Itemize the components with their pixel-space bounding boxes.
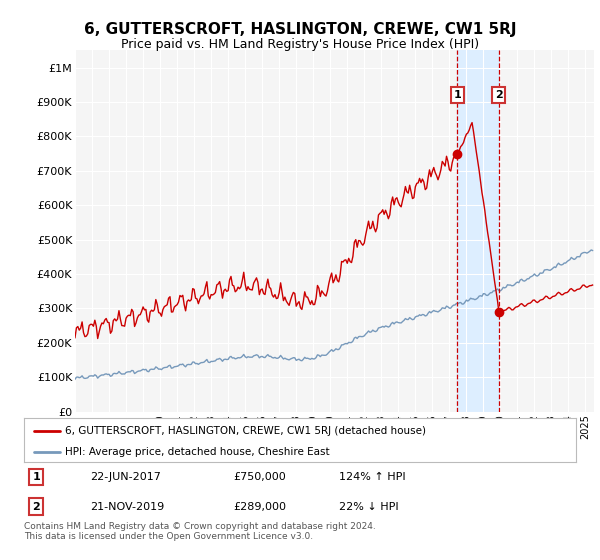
Text: 124% ↑ HPI: 124% ↑ HPI	[338, 473, 405, 482]
Text: 22% ↓ HPI: 22% ↓ HPI	[338, 502, 398, 511]
Text: 1: 1	[454, 90, 461, 100]
Text: 1: 1	[32, 473, 40, 482]
Text: £289,000: £289,000	[234, 502, 287, 511]
Bar	[457, 50, 499, 412]
Text: 6, GUTTERSCROFT, HASLINGTON, CREWE, CW1 5RJ: 6, GUTTERSCROFT, HASLINGTON, CREWE, CW1 …	[84, 22, 516, 38]
Text: £750,000: £750,000	[234, 473, 287, 482]
Text: HPI: Average price, detached house, Cheshire East: HPI: Average price, detached house, Ches…	[65, 447, 330, 458]
Text: 6, GUTTERSCROFT, HASLINGTON, CREWE, CW1 5RJ (detached house): 6, GUTTERSCROFT, HASLINGTON, CREWE, CW1 …	[65, 426, 427, 436]
Text: 21-NOV-2019: 21-NOV-2019	[90, 502, 164, 511]
Text: 2: 2	[32, 502, 40, 511]
Text: Contains HM Land Registry data © Crown copyright and database right 2024.
This d: Contains HM Land Registry data © Crown c…	[24, 522, 376, 542]
Text: 22-JUN-2017: 22-JUN-2017	[90, 473, 161, 482]
Text: 2: 2	[494, 90, 502, 100]
Text: Price paid vs. HM Land Registry's House Price Index (HPI): Price paid vs. HM Land Registry's House …	[121, 38, 479, 50]
